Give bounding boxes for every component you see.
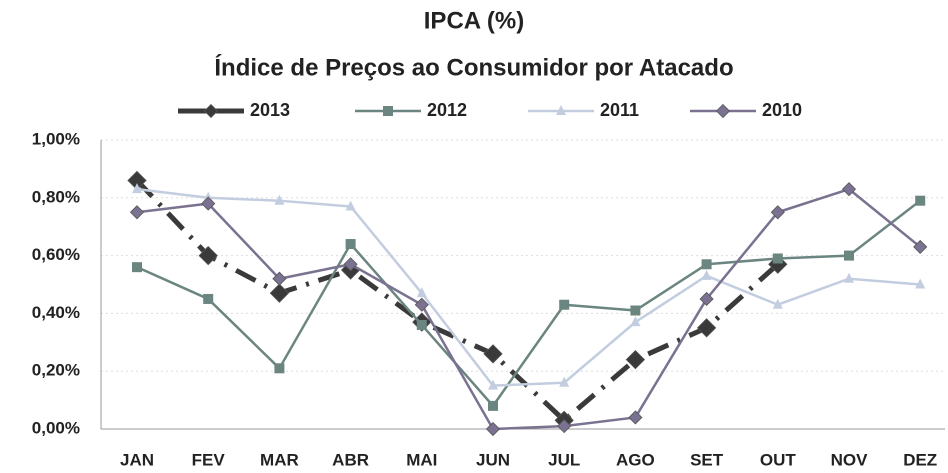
series-line xyxy=(136,187,921,431)
x-tick-label: JUN xyxy=(476,450,510,469)
marker xyxy=(699,291,714,307)
y-tick-label: 0,20% xyxy=(32,361,80,380)
marker xyxy=(844,250,854,261)
y-tick-label: 0,60% xyxy=(32,245,80,264)
x-tick-label: SET xyxy=(690,450,724,469)
marker xyxy=(269,283,290,303)
marker xyxy=(915,195,926,206)
legend-label: 2013 xyxy=(250,100,290,120)
marker xyxy=(844,272,854,283)
marker xyxy=(203,103,219,119)
marker xyxy=(915,278,926,289)
marker xyxy=(416,319,427,330)
marker xyxy=(488,379,498,390)
legend-label: 2011 xyxy=(600,100,639,120)
series-line xyxy=(136,199,921,408)
marker xyxy=(770,205,785,220)
marker xyxy=(556,105,566,115)
marker xyxy=(772,253,783,264)
marker xyxy=(913,239,928,254)
marker xyxy=(198,245,218,266)
chart-title: IPCA (%) xyxy=(424,7,524,34)
marker xyxy=(274,194,285,205)
marker xyxy=(343,257,358,272)
y-tick-label: 0,40% xyxy=(32,303,80,322)
marker xyxy=(557,419,572,434)
marker xyxy=(383,106,393,116)
marker xyxy=(485,421,501,437)
marker xyxy=(203,293,214,304)
marker xyxy=(414,297,429,312)
series-line xyxy=(136,187,921,387)
marker xyxy=(416,287,427,298)
chart-subtitle: Índice de Preços ao Consumidor por Ataca… xyxy=(214,53,733,81)
x-tick-label: MAI xyxy=(406,450,437,469)
marker xyxy=(701,269,712,280)
legend-label: 2012 xyxy=(427,100,467,120)
marker xyxy=(129,205,145,220)
marker xyxy=(488,400,498,411)
x-tick-label: JUL xyxy=(548,450,580,469)
x-tick-label: MAR xyxy=(260,450,299,469)
marker xyxy=(132,183,142,194)
marker xyxy=(701,259,712,270)
y-tick-label: 0,80% xyxy=(32,187,80,206)
marker xyxy=(630,305,641,316)
marker xyxy=(272,271,287,286)
x-tick-label: ABR xyxy=(332,450,369,469)
marker xyxy=(841,182,857,197)
marker xyxy=(274,363,285,374)
marker xyxy=(696,318,717,338)
x-tick-label: JAN xyxy=(120,450,154,469)
x-tick-label: AGO xyxy=(616,450,655,469)
marker xyxy=(628,410,643,425)
x-tick-label: OUT xyxy=(760,450,797,469)
y-tick-label: 0,00% xyxy=(32,418,80,437)
marker xyxy=(483,344,503,364)
marker xyxy=(132,262,142,273)
x-tick-label: NOV xyxy=(831,450,869,469)
series-line xyxy=(135,178,780,423)
x-tick-label: FEV xyxy=(192,450,226,469)
marker xyxy=(201,196,216,211)
x-tick-label: DEZ xyxy=(903,450,937,469)
marker xyxy=(345,239,356,250)
marker xyxy=(772,298,783,309)
marker xyxy=(559,299,570,310)
legend-label: 2010 xyxy=(762,100,802,120)
marker xyxy=(715,103,731,119)
marker xyxy=(559,376,570,387)
marker xyxy=(345,200,356,211)
marker xyxy=(630,316,641,327)
y-tick-label: 1,00% xyxy=(32,129,80,148)
marker xyxy=(625,349,646,370)
